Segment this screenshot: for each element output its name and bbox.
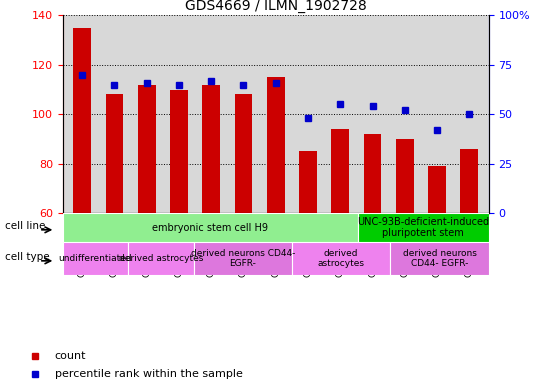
Text: cell line: cell line bbox=[5, 221, 45, 231]
Bar bbox=[105, 94, 123, 213]
Text: embryonic stem cell H9: embryonic stem cell H9 bbox=[152, 222, 268, 233]
Bar bbox=[194, 242, 292, 275]
Text: percentile rank within the sample: percentile rank within the sample bbox=[55, 369, 242, 379]
Bar bbox=[73, 28, 91, 213]
Text: derived neurons CD44-
EGFR-: derived neurons CD44- EGFR- bbox=[191, 248, 295, 268]
Bar bbox=[138, 84, 156, 213]
Bar bbox=[358, 213, 489, 242]
Bar bbox=[299, 151, 317, 213]
Bar bbox=[428, 166, 446, 213]
Bar bbox=[364, 134, 382, 213]
Bar bbox=[267, 77, 284, 213]
Text: UNC-93B-deficient-induced
pluripotent stem: UNC-93B-deficient-induced pluripotent st… bbox=[357, 217, 489, 238]
Bar bbox=[292, 242, 390, 275]
Text: derived neurons
CD44- EGFR-: derived neurons CD44- EGFR- bbox=[402, 248, 477, 268]
Title: GDS4669 / ILMN_1902728: GDS4669 / ILMN_1902728 bbox=[185, 0, 366, 13]
Bar bbox=[63, 242, 128, 275]
Bar bbox=[128, 242, 194, 275]
Bar bbox=[170, 89, 188, 213]
Text: undifferentiated: undifferentiated bbox=[59, 254, 132, 263]
Bar bbox=[396, 139, 414, 213]
Bar bbox=[331, 129, 349, 213]
Bar bbox=[235, 94, 252, 213]
Bar bbox=[63, 213, 358, 242]
Text: count: count bbox=[55, 351, 86, 361]
Bar bbox=[460, 149, 478, 213]
Bar bbox=[203, 84, 220, 213]
Text: cell type: cell type bbox=[5, 252, 50, 262]
Bar bbox=[390, 242, 489, 275]
Text: derived astrocytes: derived astrocytes bbox=[119, 254, 203, 263]
Text: derived
astrocytes: derived astrocytes bbox=[318, 248, 365, 268]
